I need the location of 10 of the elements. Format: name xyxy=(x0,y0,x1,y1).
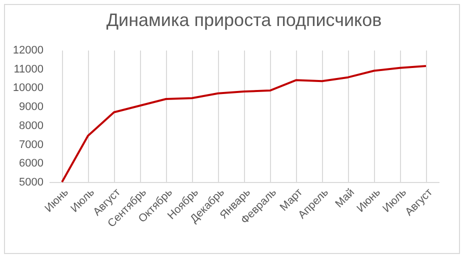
y-tick-label: 12000 xyxy=(12,44,44,56)
y-tick-label: 10000 xyxy=(12,82,44,94)
y-tick-label: 9000 xyxy=(19,101,44,114)
line-series xyxy=(61,65,427,183)
chart-title: Динамика прироста подписчиков xyxy=(106,10,382,30)
y-tick-label: 5000 xyxy=(19,176,44,188)
y-tick-label: 8000 xyxy=(19,120,44,132)
y-tick-label: 7000 xyxy=(19,138,44,151)
y-tick-label: 11000 xyxy=(14,63,44,76)
y-tick-label: 6000 xyxy=(19,158,44,170)
